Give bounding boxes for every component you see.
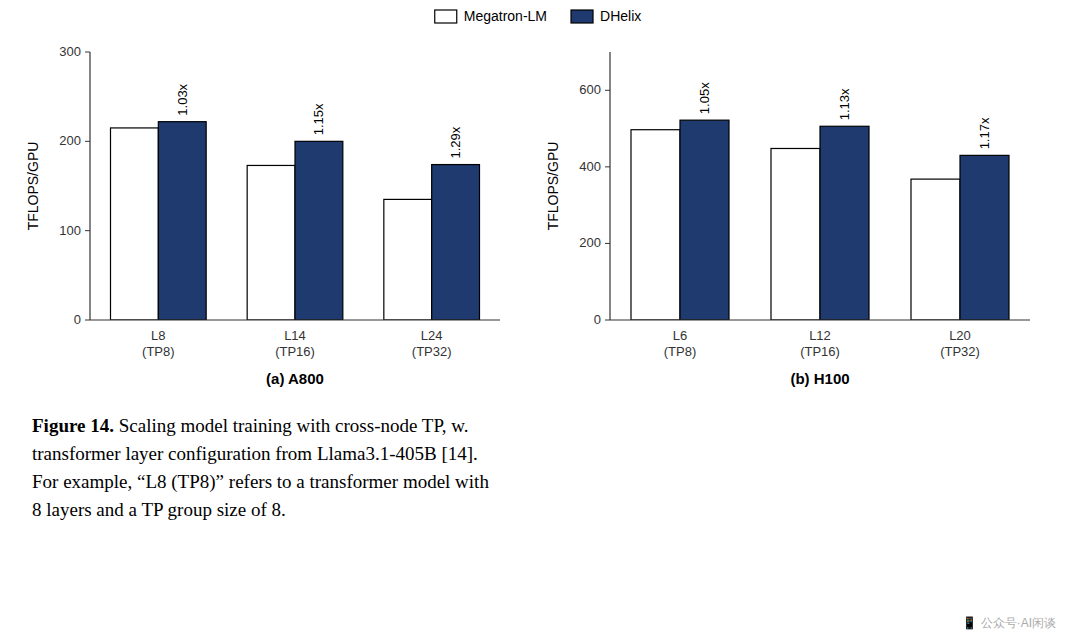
- bars: [111, 122, 480, 320]
- ratio-label: 1.17x: [977, 117, 992, 149]
- figure: 0 100 200 300 1.03x 1.15x 1.29x L8(TP8) L14(TP16…: [0, 0, 1076, 639]
- y-tick: [85, 230, 90, 231]
- legend: Megatron-LM DHelix: [435, 8, 642, 24]
- bar: [820, 126, 869, 320]
- caption-line: 8 layers and a TP group size of 8.: [32, 499, 286, 520]
- ratio-label: 1.05x: [697, 82, 712, 114]
- watermark: 📱 公众号·AI闲谈: [962, 616, 1056, 630]
- y-tick-label: 300: [59, 44, 81, 59]
- y-axis: [89, 52, 90, 320]
- bars: [631, 120, 1009, 320]
- y-tick: [605, 243, 610, 244]
- y-axis-label: TFLOPS/GPU: [25, 142, 41, 231]
- y-tick: [85, 320, 90, 321]
- legend-label: Megatron-LM: [464, 8, 547, 24]
- x-tick-label: L14(TP16): [275, 328, 315, 359]
- y-tick: [85, 52, 90, 53]
- x-axis: [610, 319, 1030, 320]
- y-axis: [609, 52, 610, 320]
- y-tick-label: 0: [594, 312, 601, 327]
- y-tick: [85, 141, 90, 142]
- legend-swatch: [435, 10, 457, 23]
- caption-bold: Figure 14.: [32, 415, 114, 436]
- bar: [960, 155, 1009, 320]
- bar: [631, 130, 680, 320]
- caption-text: Scaling model training with cross-node T…: [114, 415, 469, 436]
- y-tick-label: 400: [579, 159, 601, 174]
- ratio-label: 1.15x: [311, 103, 326, 135]
- bar: [911, 179, 960, 320]
- ratio-label: 1.29x: [448, 126, 463, 158]
- ratio-label: 1.03x: [175, 83, 190, 115]
- y-axis-label: TFLOPS/GPU: [545, 142, 561, 231]
- y-tick-label: 100: [59, 223, 81, 238]
- legend-swatch: [571, 10, 593, 23]
- y-tick-label: 600: [579, 82, 601, 97]
- y-tick-label: 0: [74, 312, 81, 327]
- chart-panel: 0 200 400 600 1.05x 1.13x 1.17x L6(TP8) L12(TP16…: [545, 52, 1030, 387]
- chart-panel: 0 100 200 300 1.03x 1.15x 1.29x L8(TP8) L14(TP16…: [25, 44, 500, 387]
- y-tick: [605, 320, 610, 321]
- bar: [247, 165, 295, 320]
- caption-line: For example, “L8 (TP8)” refers to a tran…: [32, 471, 489, 493]
- bar: [158, 122, 206, 320]
- bar: [295, 141, 343, 320]
- caption: Figure 14. Scaling model training with c…: [32, 415, 489, 520]
- x-tick-label: L6(TP8): [664, 328, 697, 359]
- x-tick-label: L24(TP32): [412, 328, 452, 359]
- y-tick: [605, 166, 610, 167]
- ratio-label: 1.13x: [837, 88, 852, 120]
- x-tick-label: L20(TP32): [940, 328, 980, 359]
- caption-line: transformer layer configuration from Lla…: [32, 443, 478, 464]
- bar: [432, 165, 480, 320]
- bar: [111, 128, 159, 320]
- legend-label: DHelix: [600, 8, 641, 24]
- x-tick-label: L12(TP16): [800, 328, 840, 359]
- x-axis-label: (b) H100: [790, 370, 849, 387]
- x-tick-label: L8(TP8): [142, 328, 175, 359]
- y-tick-label: 200: [579, 235, 601, 250]
- y-tick: [605, 90, 610, 91]
- x-axis-label: (a) A800: [266, 370, 324, 387]
- caption-line: Figure 14. Scaling model training with c…: [32, 415, 469, 436]
- y-tick-label: 200: [59, 133, 81, 148]
- bar: [384, 199, 432, 320]
- x-axis: [90, 319, 500, 320]
- bar: [771, 148, 820, 320]
- bar: [680, 120, 729, 320]
